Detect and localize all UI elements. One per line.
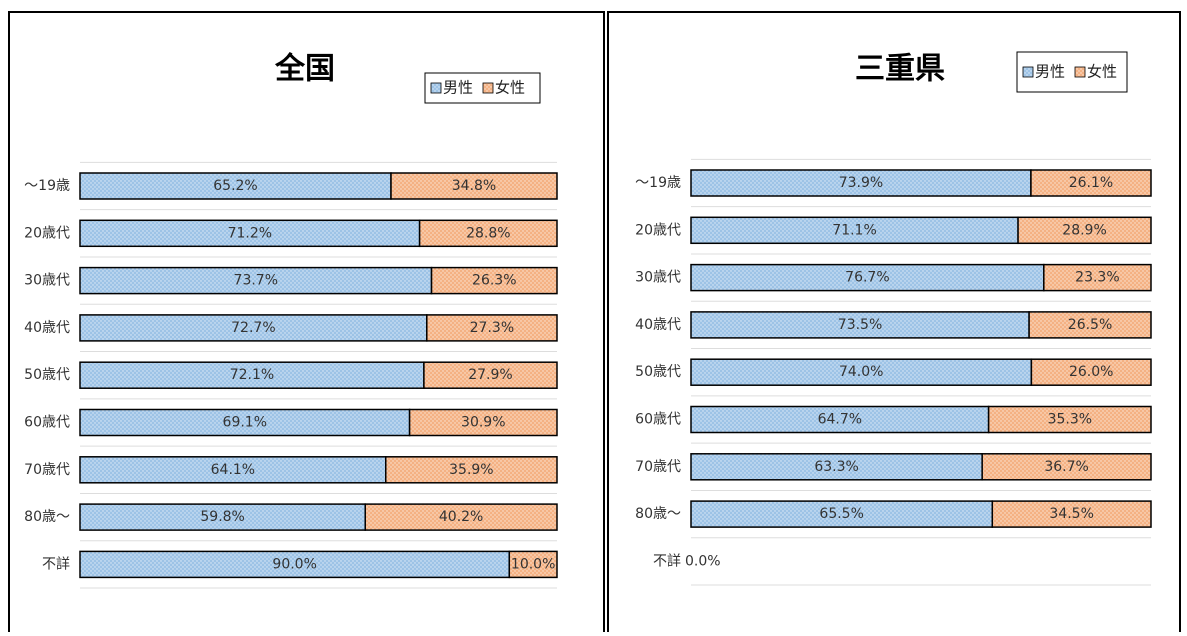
- y-tick-label: ～19歳: [24, 178, 70, 194]
- y-tick-label: 40歳代: [635, 317, 681, 333]
- bar-segment: [408, 408, 558, 437]
- data-label: 65.2%: [213, 178, 257, 194]
- y-tick-label: 50歳代: [24, 367, 70, 383]
- chart-title: 全国: [274, 52, 335, 87]
- y-tick-label: 70歳代: [24, 462, 70, 478]
- data-label: 35.3%: [1048, 412, 1092, 428]
- data-label: 26.1%: [1069, 175, 1113, 191]
- bar-segment: [79, 219, 421, 248]
- bar-segment: [364, 503, 558, 531]
- data-label: 28.8%: [466, 225, 510, 241]
- data-label: 26.5%: [1068, 317, 1112, 333]
- bar-segment: [1030, 169, 1152, 197]
- y-tick-label: 50歳代: [635, 364, 681, 380]
- data-label: 73.7%: [234, 273, 278, 289]
- y-tick-label: 20歳代: [635, 222, 681, 238]
- data-label: 71.2%: [228, 225, 272, 241]
- bar-segment: [690, 453, 983, 481]
- data-label: 23.3%: [1075, 270, 1119, 286]
- bar-segment: [1043, 263, 1152, 292]
- bar-segment: [508, 550, 558, 579]
- y-tick-label: 40歳代: [24, 320, 70, 336]
- y-tick-label: 60歳代: [635, 412, 681, 428]
- bar-segment: [690, 500, 994, 528]
- bar-segment: [690, 405, 990, 434]
- bar-segment: [981, 453, 1152, 481]
- data-label: 36.7%: [1044, 459, 1088, 475]
- data-label: 74.0%: [839, 364, 883, 380]
- data-label: 73.5%: [838, 317, 882, 333]
- bar-segment: [79, 361, 425, 389]
- bar-segment: [987, 405, 1152, 434]
- data-label: 65.5%: [819, 506, 863, 522]
- data-label: 26.0%: [1069, 364, 1113, 380]
- y-tick-label: 20歳代: [24, 225, 70, 241]
- bar-segment: [690, 311, 1030, 339]
- bar-segment: [79, 314, 428, 342]
- data-label: 76.7%: [845, 270, 889, 286]
- y-tick-label: 不詳: [42, 556, 70, 572]
- data-label: 28.9%: [1062, 222, 1106, 238]
- data-label: 90.0%: [272, 556, 316, 572]
- data-label: 40.2%: [439, 509, 483, 525]
- legend-swatch: [1022, 66, 1034, 78]
- data-label: 34.5%: [1049, 506, 1093, 522]
- y-tick-label: 70歳代: [635, 459, 681, 475]
- y-tick-label: ～19歳: [635, 175, 681, 191]
- bar-segment: [1030, 358, 1152, 386]
- data-label: 30.9%: [461, 415, 505, 431]
- y-tick-label: 不詳: [653, 553, 681, 569]
- bar-segment: [79, 266, 433, 295]
- data-label: 72.1%: [230, 367, 274, 383]
- bar-segment: [430, 266, 558, 295]
- data-label: 72.7%: [231, 320, 275, 336]
- data-label: 69.1%: [223, 415, 267, 431]
- data-label: 73.9%: [839, 175, 883, 191]
- bar-segment: [79, 172, 392, 200]
- data-label: 64.1%: [211, 462, 255, 478]
- data-label: 71.1%: [832, 222, 876, 238]
- data-label: 27.3%: [470, 320, 514, 336]
- bar-segment: [1028, 311, 1152, 339]
- bar-segment: [423, 361, 558, 389]
- data-label: 0.0%: [685, 553, 721, 569]
- bar-segment: [385, 456, 558, 484]
- data-label: 26.3%: [472, 273, 516, 289]
- data-label: 59.8%: [200, 509, 244, 525]
- bar-segment: [426, 314, 558, 342]
- legend-swatch: [430, 82, 442, 94]
- data-label: 27.9%: [468, 367, 512, 383]
- y-tick-label: 30歳代: [24, 273, 70, 289]
- bar-segment: [418, 219, 558, 248]
- bar-segment: [690, 169, 1032, 197]
- bar-segment: [991, 500, 1152, 528]
- legend-swatch: [1074, 66, 1086, 78]
- legend-label: 男性: [443, 79, 473, 97]
- data-label: 35.9%: [449, 462, 493, 478]
- bar-segment: [390, 172, 558, 200]
- data-label: 34.8%: [452, 178, 496, 194]
- data-label: 10.0%: [511, 556, 555, 572]
- y-tick-label: 30歳代: [635, 270, 681, 286]
- bar-segment: [79, 456, 387, 484]
- bar-segment: [1017, 216, 1152, 245]
- legend-label: 男性: [1035, 63, 1065, 81]
- data-label: 63.3%: [814, 459, 858, 475]
- y-tick-label: 60歳代: [24, 415, 70, 431]
- data-label: 64.7%: [818, 412, 862, 428]
- legend-label: 女性: [495, 79, 525, 97]
- chart-title: 三重県: [855, 52, 945, 87]
- legend-box: [1016, 51, 1128, 93]
- bar-segment: [79, 408, 411, 437]
- y-tick-label: 80歳～: [635, 506, 681, 522]
- legend-label: 女性: [1087, 63, 1117, 81]
- legend-swatch: [482, 82, 494, 94]
- y-tick-label: 80歳～: [24, 509, 70, 525]
- legend-box: [424, 72, 541, 104]
